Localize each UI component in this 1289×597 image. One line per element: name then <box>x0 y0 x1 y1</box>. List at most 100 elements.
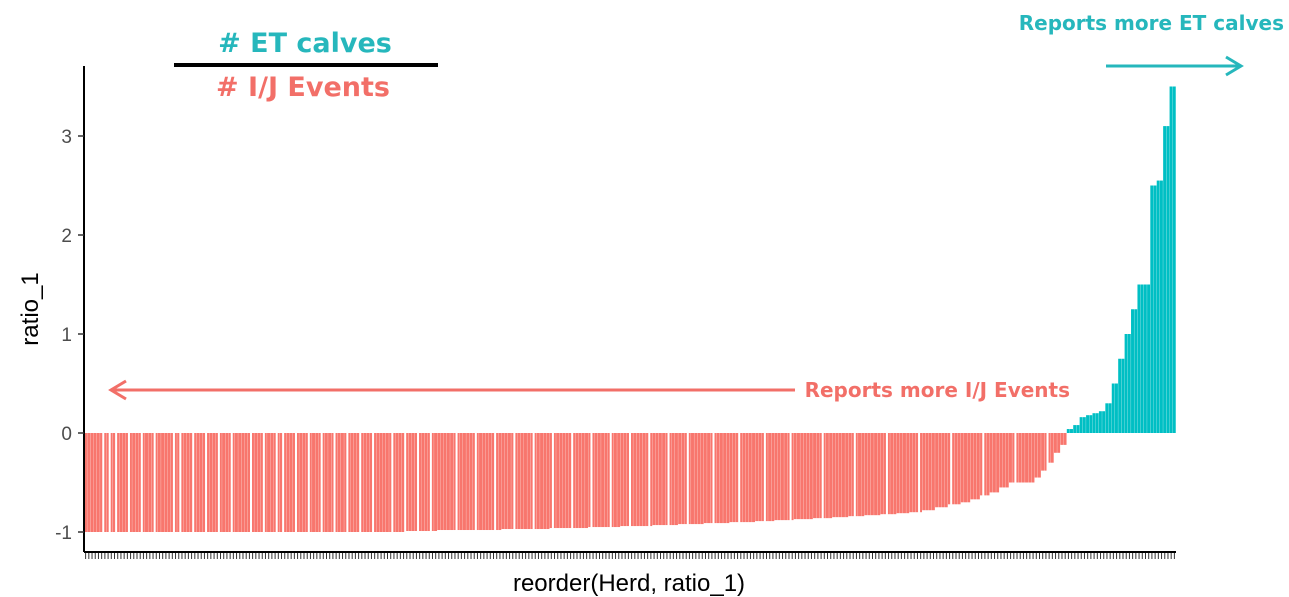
bar <box>691 433 694 525</box>
bar <box>694 433 698 525</box>
bar <box>883 433 887 515</box>
y-tick-label: 2 <box>61 226 72 247</box>
bar <box>485 433 489 531</box>
bar <box>806 433 810 520</box>
bar <box>1092 413 1096 433</box>
bars-group <box>84 86 1176 534</box>
bar <box>790 433 794 521</box>
bar <box>867 433 871 516</box>
bar <box>276 433 280 532</box>
bar <box>854 433 858 517</box>
bar <box>189 433 193 532</box>
bar <box>957 433 961 505</box>
bar <box>748 433 752 523</box>
bar <box>903 433 906 514</box>
bar <box>572 433 576 529</box>
bar <box>784 433 788 521</box>
x-axis-title: reorder(Herd, ratio_1) <box>513 570 745 597</box>
bar <box>440 433 444 531</box>
bar <box>800 433 804 520</box>
bar <box>678 433 682 525</box>
bar <box>626 433 630 527</box>
bar <box>578 433 582 529</box>
bar <box>536 433 540 530</box>
bar <box>1124 334 1128 433</box>
bar <box>591 433 595 528</box>
bar <box>103 433 107 532</box>
bar <box>649 433 653 527</box>
bar <box>780 433 784 521</box>
bar <box>109 433 113 532</box>
bar <box>996 433 1000 493</box>
left-annotation-label: Reports more I/J Events <box>805 378 1070 402</box>
bar <box>1137 284 1141 433</box>
x-axis-ticks <box>85 553 1175 559</box>
bar <box>199 433 203 532</box>
bar <box>87 433 91 532</box>
bar <box>745 433 749 523</box>
bar <box>446 433 450 531</box>
bar <box>286 433 290 532</box>
bar <box>935 433 939 508</box>
bar <box>427 433 431 532</box>
bar <box>601 433 605 528</box>
bar <box>556 433 560 529</box>
y-tick-label: 3 <box>61 127 72 148</box>
bar <box>816 433 820 519</box>
bar <box>687 433 691 525</box>
bar <box>1012 433 1016 483</box>
bar <box>340 433 344 532</box>
bar <box>151 433 155 532</box>
bar <box>1147 284 1151 433</box>
bar <box>84 433 87 532</box>
bar <box>1031 433 1035 483</box>
y-tick-label: -1 <box>55 523 72 544</box>
bar <box>803 433 807 520</box>
bar <box>173 433 177 532</box>
bar <box>183 433 187 532</box>
bar <box>546 433 550 530</box>
bar <box>206 433 210 532</box>
bar <box>408 433 412 532</box>
bar <box>610 433 614 528</box>
bar <box>732 433 736 523</box>
bar <box>674 433 678 526</box>
bar <box>1131 309 1134 433</box>
bar <box>999 433 1003 488</box>
bar <box>437 433 441 531</box>
bar <box>421 433 425 532</box>
bar <box>896 433 900 514</box>
bar <box>713 433 717 524</box>
bar <box>851 433 855 517</box>
bar <box>488 433 492 531</box>
bar <box>1047 433 1051 463</box>
bar <box>212 433 216 532</box>
bar <box>970 433 974 500</box>
bar <box>202 433 206 532</box>
bar <box>1095 413 1099 433</box>
bar <box>411 433 415 532</box>
bar <box>292 433 296 532</box>
bar <box>880 433 884 515</box>
bar <box>944 433 948 508</box>
bar <box>707 433 711 524</box>
bar <box>662 433 666 526</box>
bar <box>376 433 380 532</box>
bar <box>1166 126 1170 433</box>
bar <box>575 433 579 529</box>
bar <box>825 433 829 519</box>
bar <box>658 433 662 526</box>
bar <box>1066 429 1070 433</box>
bar <box>886 433 890 515</box>
bar <box>244 433 248 532</box>
bar <box>1025 433 1029 483</box>
bar <box>154 433 158 532</box>
bar <box>283 433 287 532</box>
bar <box>1150 185 1154 433</box>
bar <box>1005 433 1009 488</box>
bar <box>1140 284 1144 433</box>
bar <box>1028 433 1032 483</box>
bar <box>630 433 633 527</box>
bar <box>703 433 707 524</box>
bar <box>389 433 393 532</box>
